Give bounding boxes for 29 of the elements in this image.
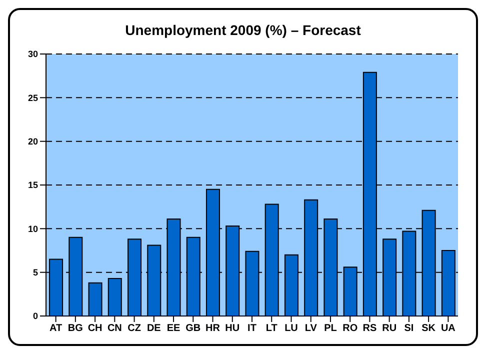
x-tick-label: CH <box>88 323 102 334</box>
x-tick-label: IT <box>248 323 256 334</box>
chart-title: Unemployment 2009 (%) – Forecast <box>124 22 362 40</box>
x-tick-label: LV <box>304 323 318 334</box>
x-tick-label: RS <box>362 323 377 334</box>
x-tick-label: GB <box>186 323 201 334</box>
x-tick-label: BG <box>68 323 84 334</box>
x-tick-label: AT <box>50 323 62 334</box>
x-tick-label: PL <box>324 323 337 334</box>
x-tick-label: HU <box>225 323 240 334</box>
x-tick-label: DE <box>146 323 162 334</box>
y-tick-label: 10 <box>28 224 38 234</box>
y-tick-label: 15 <box>28 180 38 190</box>
y-tick-label: 30 <box>28 49 38 60</box>
y-tick-label: 20 <box>28 136 38 147</box>
x-tick-label: LT <box>266 323 278 334</box>
x-tick-label: EE <box>166 323 181 334</box>
x-tick-label: LU <box>284 323 298 334</box>
y-tick-label: 25 <box>28 92 38 103</box>
x-tick-label: CN <box>107 323 122 334</box>
x-tick-label: SI <box>404 323 414 334</box>
x-tick-label: CZ <box>128 323 141 334</box>
x-tick-label: HR <box>206 323 221 334</box>
x-tick-label: RO <box>342 323 358 334</box>
y-tick-label: 0 <box>32 311 38 322</box>
x-tick-label: RU <box>382 323 397 334</box>
x-tick-label: SK <box>422 323 436 334</box>
y-tick-label: 5 <box>32 268 38 278</box>
x-tick-label: UA <box>440 323 456 334</box>
